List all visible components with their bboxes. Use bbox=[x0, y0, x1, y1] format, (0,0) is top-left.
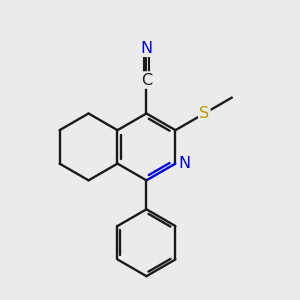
Text: S: S bbox=[199, 106, 209, 121]
Text: N: N bbox=[140, 41, 152, 56]
Text: N: N bbox=[178, 156, 190, 171]
Text: C: C bbox=[141, 73, 152, 88]
